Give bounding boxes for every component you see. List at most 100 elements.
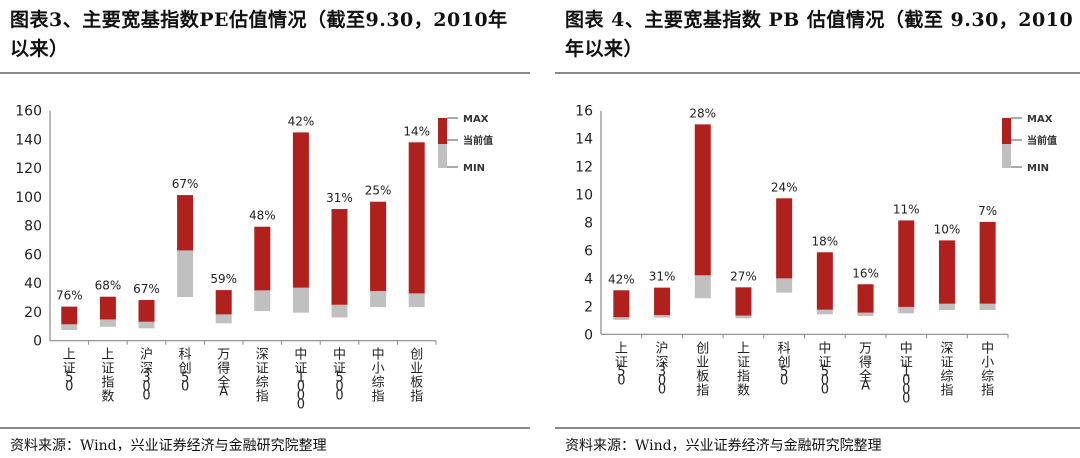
y-tick-label: 4 — [584, 271, 593, 287]
y-tick-label: 6 — [584, 243, 593, 259]
x-category-label: 中证 5 0 0 — [818, 341, 831, 397]
percentile-label: 11% — [893, 202, 920, 216]
bar-current-to-max — [99, 296, 116, 320]
legend-max-swatch — [1002, 118, 1011, 144]
bar-min-to-current — [370, 290, 387, 308]
pe-chart-panel: 图表3、主要宽基指数PE估值情况（截至9.30，2010年以来） 0 20 40 60… — [0, 0, 530, 458]
bar-min-to-current — [979, 303, 996, 310]
x-category-label: 科创 5 0 — [179, 348, 192, 395]
bar-min-to-current — [177, 250, 194, 297]
x-category-label: 创业板指 — [410, 348, 423, 405]
bar-min-to-current — [776, 278, 793, 293]
percentile-label: 10% — [934, 222, 961, 236]
legend-min-swatch — [438, 144, 447, 168]
bar-min-to-current — [61, 324, 78, 331]
bar-current-to-max — [292, 132, 309, 288]
source-note: 资料来源：Wind，兴业证券经济与金融研究院整理 — [10, 438, 327, 454]
bar-min-to-current — [408, 293, 425, 308]
bar-min-to-current — [331, 304, 348, 318]
bar-min-to-current — [99, 319, 116, 327]
x-category-label: 中小综指 — [981, 341, 994, 398]
chart-title: 图表3、主要宽基指数PE估值情况（截至9.30，2010年以来） — [10, 9, 508, 60]
x-category-label: 上证 5 0 — [615, 341, 628, 388]
y-tick-label: 140 — [15, 132, 42, 148]
bar-current-to-max — [816, 252, 833, 310]
bar-current-to-max — [138, 300, 155, 322]
bar-min-to-current — [254, 290, 271, 312]
x-category-label: 中小综指 — [372, 348, 385, 405]
y-tick-label: 8 — [584, 216, 593, 232]
legend-label: MAX — [1027, 114, 1053, 125]
x-category-label: 创业板指 — [696, 341, 709, 398]
x-category-label: 上证指数 — [101, 348, 114, 405]
legend-min-swatch — [1002, 144, 1011, 168]
bar-min-to-current — [735, 315, 752, 319]
x-category-label: 中证 5 0 0 — [333, 348, 346, 404]
x-category-label: 万得全 A — [217, 348, 230, 400]
bar-current-to-max — [979, 221, 996, 304]
legend-label: MIN — [463, 163, 485, 174]
y-tick-label: 40 — [24, 276, 42, 292]
pb-chart: 0 2 4 6 8 10 12 14 16 42% 上证 5 0 31% 沪深 3 0 0 28% 创业板指 27% 上证… — [575, 104, 1057, 407]
bar-current-to-max — [254, 226, 271, 291]
legend-max-swatch — [438, 118, 447, 144]
bar-current-to-max — [857, 284, 874, 313]
bar-min-to-current — [292, 287, 309, 313]
percentile-label: 31% — [326, 191, 353, 205]
divider — [0, 427, 530, 429]
bar-current-to-max — [898, 220, 915, 307]
bar-current-to-max — [61, 306, 78, 325]
percentile-label: 14% — [403, 124, 430, 138]
bar-current-to-max — [654, 287, 671, 316]
y-tick-label: 80 — [24, 219, 42, 235]
x-category-label: 深证综指 — [940, 341, 953, 398]
pe-chart: 0 20 40 60 80 100 120 140 160 76% 上证 5 0 68% 上证指数 67% 沪深… — [15, 104, 493, 413]
bar-current-to-max — [938, 240, 955, 304]
divider — [555, 427, 1080, 429]
percentile-label: 67% — [172, 177, 199, 191]
y-tick-label: 12 — [575, 160, 593, 176]
x-category-label: 中证 1 0 0 0 — [294, 348, 307, 413]
percentile-label: 27% — [730, 269, 757, 283]
percentile-label: 25% — [365, 184, 392, 198]
bar-min-to-current — [654, 315, 671, 318]
y-tick-label: 120 — [15, 161, 42, 177]
legend-label: 当前值 — [1027, 134, 1057, 147]
y-tick-label: 16 — [575, 104, 593, 120]
bar-min-to-current — [898, 306, 915, 314]
percentile-label: 67% — [133, 282, 160, 296]
x-category-label: 科创 5 0 — [778, 341, 791, 388]
y-tick-label: 0 — [33, 334, 42, 350]
bar-current-to-max — [776, 198, 793, 279]
percentile-label: 28% — [689, 106, 716, 120]
bar-min-to-current — [816, 309, 833, 315]
bar-min-to-current — [938, 303, 955, 310]
percentile-label: 31% — [649, 270, 676, 284]
divider — [0, 72, 530, 74]
legend-label: MAX — [463, 114, 489, 125]
x-category-label: 深证综指 — [256, 348, 269, 405]
percentile-label: 59% — [210, 272, 237, 286]
bar-current-to-max — [331, 209, 348, 305]
x-category-label: 上证 5 0 — [63, 348, 76, 395]
bar-current-to-max — [613, 290, 630, 318]
bar-current-to-max — [215, 290, 232, 315]
y-tick-label: 60 — [24, 247, 42, 263]
y-tick-label: 10 — [575, 188, 593, 204]
divider — [555, 72, 1080, 74]
percentile-label: 76% — [56, 289, 83, 303]
percentile-label: 16% — [852, 266, 879, 280]
x-category-label: 中证 1 0 0 0 — [900, 341, 913, 406]
y-tick-label: 100 — [15, 190, 42, 206]
bar-current-to-max — [735, 287, 752, 316]
bar-current-to-max — [408, 142, 425, 294]
bar-min-to-current — [215, 314, 232, 324]
bar-current-to-max — [177, 195, 194, 251]
y-tick-label: 14 — [575, 132, 593, 148]
bar-min-to-current — [138, 321, 155, 329]
y-tick-label: 160 — [15, 104, 42, 120]
y-tick-label: 0 — [584, 327, 593, 343]
percentile-label: 42% — [288, 114, 315, 128]
bar-min-to-current — [857, 312, 874, 316]
y-tick-label: 20 — [24, 305, 42, 321]
